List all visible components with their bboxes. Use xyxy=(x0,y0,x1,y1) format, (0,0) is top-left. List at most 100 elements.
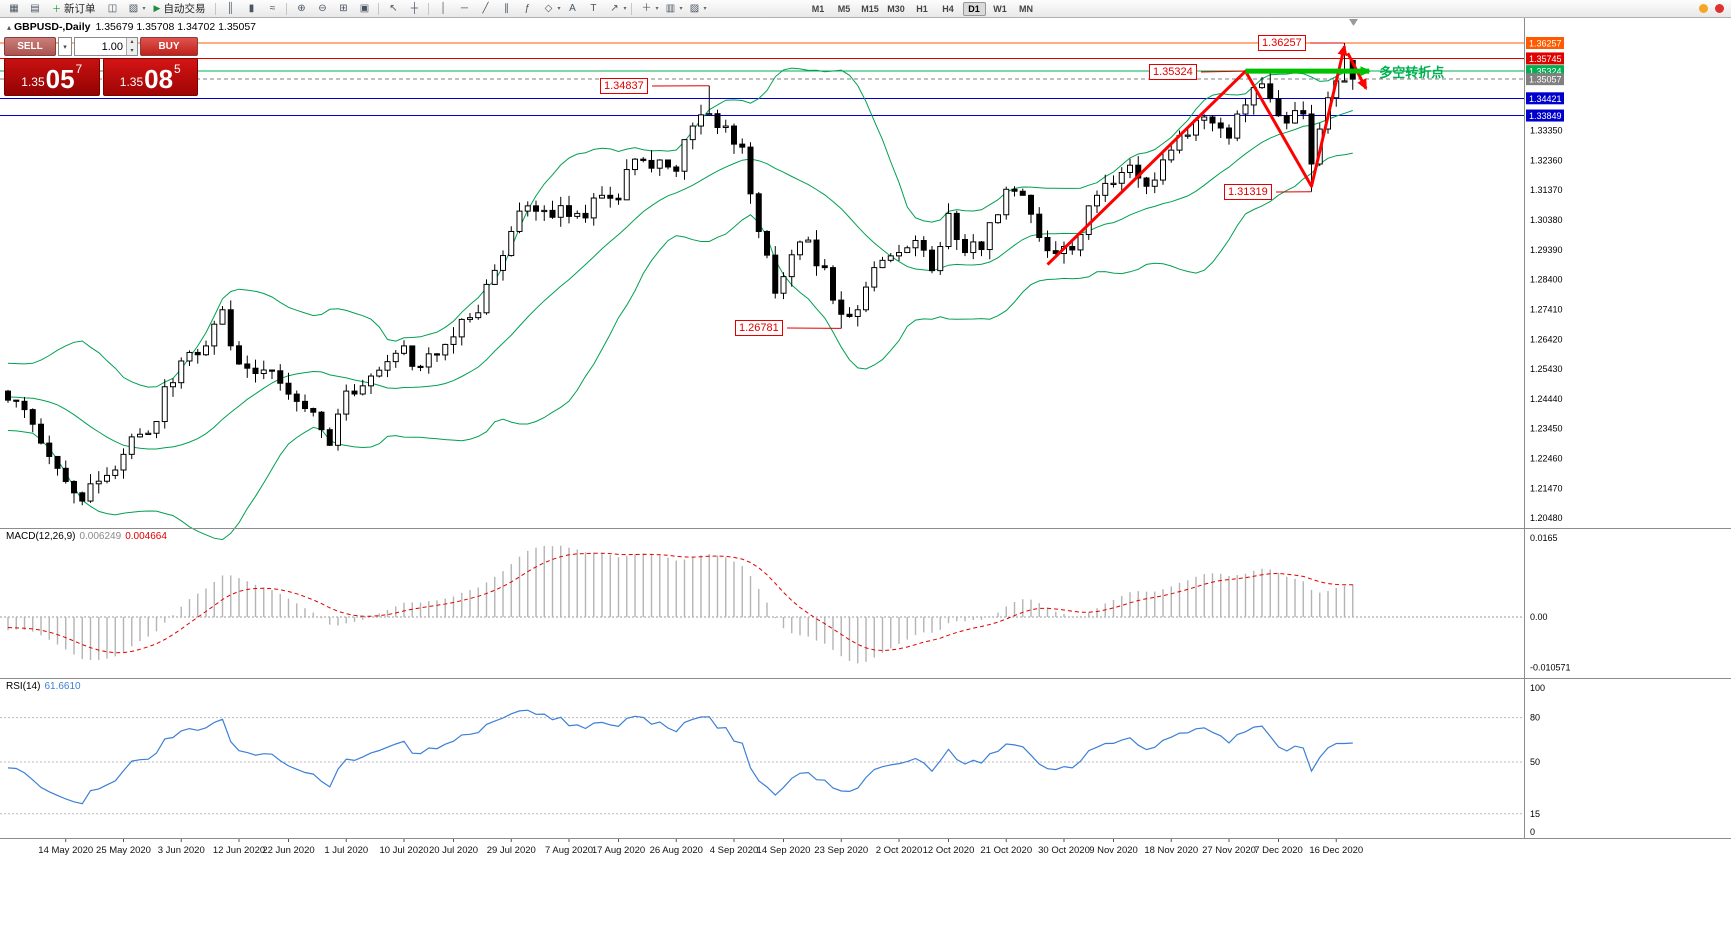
trendline-icon[interactable]: ╱ xyxy=(482,3,489,14)
timeframe-button-M1[interactable]: M1 xyxy=(811,3,825,14)
chart-window-icon[interactable]: ◫ xyxy=(107,3,118,14)
svg-text:100: 100 xyxy=(1530,683,1545,693)
svg-text:18 Nov 2020: 18 Nov 2020 xyxy=(1144,845,1198,856)
periods-dropdown-icon[interactable]: ▥ xyxy=(665,3,676,14)
svg-text:1.24440: 1.24440 xyxy=(1530,394,1563,404)
sell-button[interactable]: SELL xyxy=(4,37,56,56)
svg-text:1.31370: 1.31370 xyxy=(1530,185,1563,195)
timeframe-button-MN[interactable]: MN xyxy=(1019,3,1034,14)
shapes-icon[interactable]: ◇ xyxy=(544,3,553,14)
templates-icon-caret[interactable]: ▾ xyxy=(703,6,707,12)
svg-text:80: 80 xyxy=(1530,713,1540,723)
svg-text:23 Sep 2020: 23 Sep 2020 xyxy=(814,845,868,856)
svg-text:1.30380: 1.30380 xyxy=(1530,215,1563,225)
svg-text:14 May 2020: 14 May 2020 xyxy=(38,845,93,856)
svg-text:0.00: 0.00 xyxy=(1530,612,1548,622)
chevron-down-icon: ▾ xyxy=(63,43,67,51)
community-status-icon[interactable] xyxy=(1699,4,1708,13)
horizontal-line-icon[interactable]: ─ xyxy=(460,3,468,14)
arrow-tools-icon[interactable]: ↗ xyxy=(610,3,619,14)
crosshair-icon[interactable]: ┼ xyxy=(410,3,418,14)
bar-chart-icon[interactable]: ║ xyxy=(226,3,234,14)
toolbar-separator xyxy=(215,2,217,15)
price-callout[interactable]: 1.36257 xyxy=(1258,35,1306,51)
volume-increase-button[interactable]: ▴ xyxy=(127,38,137,47)
timeframe-button-M5[interactable]: M5 xyxy=(837,3,851,14)
svg-text:1 Jul 2020: 1 Jul 2020 xyxy=(324,845,368,856)
timeframe-button-W1[interactable]: W1 xyxy=(993,3,1007,14)
rsi-value: 61.6610 xyxy=(44,681,81,692)
buy-button[interactable]: BUY xyxy=(140,37,198,56)
arrow-tools-icon-caret[interactable]: ▾ xyxy=(623,6,627,12)
rsi-plot xyxy=(0,709,1524,815)
svg-text:14 Sep 2020: 14 Sep 2020 xyxy=(757,845,811,856)
toolbar-separator xyxy=(631,2,633,15)
timeframe-button-D1[interactable]: D1 xyxy=(962,1,986,16)
zoom-out-icon[interactable]: ⊖ xyxy=(318,3,327,14)
price-callout[interactable]: 1.34837 xyxy=(600,78,648,94)
price-callout[interactable]: 1.31319 xyxy=(1224,184,1272,200)
cursor-icon[interactable]: ↖ xyxy=(389,3,398,14)
volume-stepper: ▴ ▾ xyxy=(126,38,137,55)
price-callout[interactable]: 1.26781 xyxy=(735,320,783,336)
templates-icon[interactable]: ▨ xyxy=(689,3,700,14)
svg-text:1.32360: 1.32360 xyxy=(1530,155,1563,165)
chart-expand-icon[interactable]: ▴ xyxy=(7,23,12,32)
profiles-icon-caret[interactable]: ▾ xyxy=(142,6,146,12)
data-window-icon[interactable]: ▤ xyxy=(30,3,40,14)
svg-text:9 Nov 2020: 9 Nov 2020 xyxy=(1089,845,1138,856)
periods-dropdown-icon-caret[interactable]: ▾ xyxy=(679,6,683,12)
volume-preset-dropdown[interactable]: ▾ xyxy=(58,37,72,56)
trend-annotations[interactable] xyxy=(651,42,1372,329)
volume-decrease-button[interactable]: ▾ xyxy=(127,46,137,55)
autotrade-button[interactable]: ▶ 自动交易 xyxy=(148,1,212,16)
timeframe-button-M15[interactable]: M15 xyxy=(861,3,879,14)
market-watch-icon[interactable]: ▦ xyxy=(9,3,19,14)
auto-arrange-icon[interactable]: ▣ xyxy=(359,3,370,14)
vertical-line-icon[interactable]: │ xyxy=(440,3,447,14)
svg-text:1.34421: 1.34421 xyxy=(1529,94,1562,104)
profiles-icon[interactable]: ▧ xyxy=(128,3,139,14)
bid-price-tile[interactable]: 1.35 05 7 xyxy=(4,58,100,96)
macd-value-main: 0.006249 xyxy=(79,531,122,542)
svg-text:1.27410: 1.27410 xyxy=(1530,304,1563,314)
shapes-icon-caret[interactable]: ▾ xyxy=(557,6,561,12)
svg-text:7 Aug 2020: 7 Aug 2020 xyxy=(545,845,593,856)
svg-text:1.29390: 1.29390 xyxy=(1530,245,1563,255)
fibonacci-icon[interactable]: ƒ xyxy=(524,3,531,14)
volume-input[interactable]: 1.00 ▴ ▾ xyxy=(74,37,138,56)
tile-windows-icon[interactable]: ⊞ xyxy=(339,3,348,14)
new-order-button[interactable]: ＋新订单 xyxy=(46,1,102,16)
turning-point-label[interactable]: 多空转折点 xyxy=(1379,65,1445,81)
ask-price-int: 1.35 xyxy=(119,75,144,89)
bollinger-bands xyxy=(7,67,1354,541)
svg-text:1.35324: 1.35324 xyxy=(1529,67,1562,77)
svg-text:1.22460: 1.22460 xyxy=(1530,454,1563,464)
zoom-in-icon[interactable]: ⊕ xyxy=(297,3,306,14)
candlestick-chart-icon[interactable]: ▮ xyxy=(248,3,255,14)
time-axis[interactable]: 14 May 2020 25 May 2020 3 Jun 2020 12 Jun 2… xyxy=(38,838,1363,856)
text-icon[interactable]: A xyxy=(569,3,576,14)
new-order-button-label: 新订单 xyxy=(64,3,96,15)
rsi-name: RSI(14) xyxy=(6,681,41,692)
chart-title: ▴ GBPUSD-,Daily 1.35679 1.35708 1.34702 1.… xyxy=(7,21,256,33)
svg-text:22 Jun 2020: 22 Jun 2020 xyxy=(262,845,314,856)
timeframe-button-M30[interactable]: M30 xyxy=(887,3,905,14)
macd-label: MACD(12,26,9) 0.006249 0.004664 xyxy=(6,531,167,542)
indicators-icon-caret[interactable]: ▾ xyxy=(655,6,659,12)
macd-plot xyxy=(0,545,1524,664)
timeframe-button-H4[interactable]: H4 xyxy=(942,3,954,14)
chart-symbol-period: GBPUSD-,Daily xyxy=(14,21,91,33)
macd-name: MACD(12,26,9) xyxy=(6,531,76,542)
timeframe-button-H1[interactable]: H1 xyxy=(916,3,928,14)
ask-price-tile[interactable]: 1.35 08 5 xyxy=(102,58,198,96)
line-chart-icon[interactable]: ≈ xyxy=(269,3,276,14)
indicators-icon[interactable]: ＋ xyxy=(641,3,652,14)
text-label-icon[interactable]: T xyxy=(590,3,597,14)
chart-ohlc: 1.35679 1.35708 1.34702 1.35057 xyxy=(95,21,257,33)
equidistant-channel-icon[interactable]: ∥ xyxy=(503,3,509,14)
news-alert-icon[interactable] xyxy=(1715,4,1724,13)
price-callout[interactable]: 1.35324 xyxy=(1149,64,1197,80)
